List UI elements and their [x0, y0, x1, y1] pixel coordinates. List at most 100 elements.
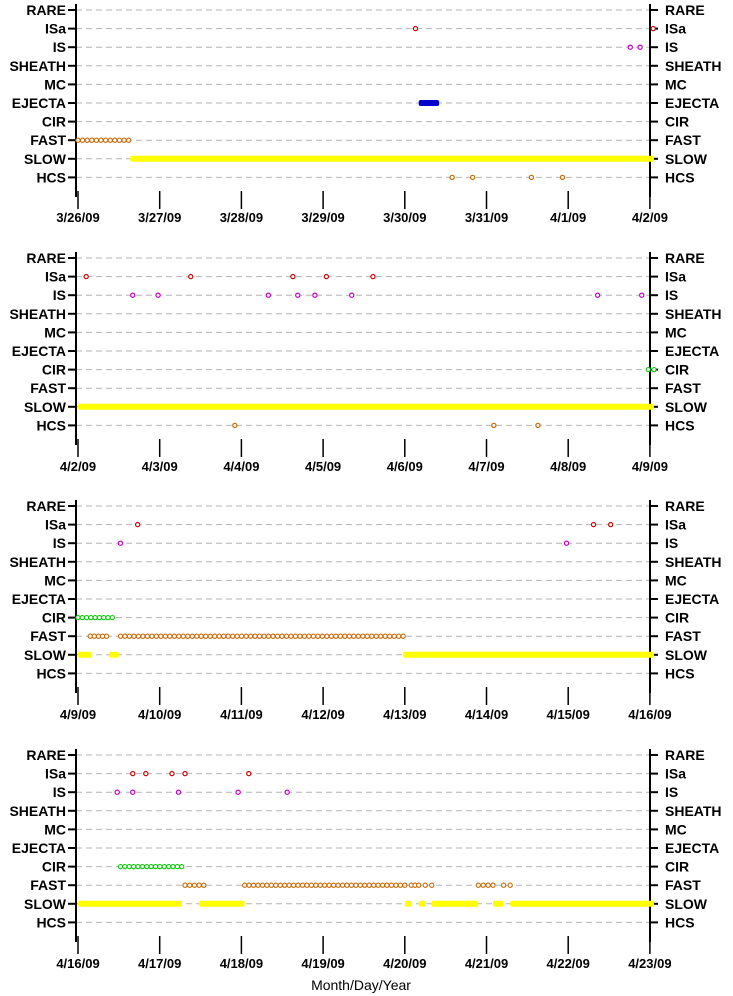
fast-segment	[167, 633, 173, 639]
fast-segment	[308, 882, 315, 888]
fast-segment	[196, 882, 202, 888]
category-label-left: IS	[53, 535, 66, 551]
cir-segment	[105, 614, 111, 621]
fast-segment	[360, 633, 366, 639]
fast-segment	[207, 633, 213, 639]
fast-segment	[429, 882, 435, 888]
category-label-right: FAST	[665, 877, 701, 893]
fast-segment	[131, 633, 137, 639]
fast-segment	[297, 633, 303, 639]
fast-segment	[485, 882, 491, 888]
category-label-left: SHEATH	[9, 58, 66, 74]
fast-segment	[324, 633, 330, 639]
fast-segment	[335, 882, 341, 888]
fast-segment	[171, 633, 177, 639]
fast-segment	[391, 633, 397, 639]
fast-segment	[98, 137, 104, 143]
fast-segment	[353, 882, 359, 888]
panel-3: RARE RARE ISa ISa IS IS SHEATH SHEATH MC MC EJECTA…	[9, 498, 721, 722]
cir-segment	[109, 614, 115, 621]
x-axis-label: Month/Day/Year	[311, 977, 411, 993]
fast-segment	[234, 633, 240, 639]
fast-segment	[317, 882, 323, 888]
fast-segment	[191, 882, 198, 888]
category-label-left: FAST	[30, 132, 66, 148]
fast-segment	[306, 633, 312, 639]
x-tick-label: 4/4/09	[223, 459, 259, 474]
slow-segment	[493, 900, 504, 907]
slow-segment	[431, 900, 479, 907]
category-label-right: SLOW	[665, 896, 708, 912]
category-label-right: CIR	[665, 610, 689, 626]
fast-segment	[373, 633, 379, 639]
category-label-right: MC	[665, 821, 687, 837]
x-tick-label: 4/16/09	[628, 707, 671, 722]
category-label-right: SLOW	[665, 399, 708, 415]
fast-segment	[261, 633, 267, 639]
x-tick-label: 4/7/09	[468, 459, 504, 474]
category-label-left: IS	[53, 784, 66, 800]
fast-segment	[344, 882, 350, 888]
category-label-left: EJECTA	[12, 95, 66, 111]
fast-segment	[144, 633, 151, 639]
category-label-right: ISa	[665, 517, 686, 533]
slow-segment	[403, 651, 654, 658]
fast-segment	[180, 633, 186, 639]
fast-segment	[194, 633, 200, 639]
is-point	[637, 44, 643, 50]
category-label-left: ISa	[45, 517, 66, 533]
fast-segment	[396, 633, 402, 639]
isa-point	[143, 770, 149, 777]
fast-segment	[282, 882, 288, 888]
fast-segment	[313, 882, 319, 888]
category-label-right: EJECTA	[665, 591, 719, 607]
fast-segment	[422, 882, 428, 888]
x-tick-label: 4/8/09	[550, 459, 586, 474]
fast-segment	[107, 137, 113, 143]
fast-segment	[158, 633, 164, 639]
fast-segment	[382, 633, 388, 639]
category-label-left: SLOW	[24, 151, 67, 167]
category-label-left: FAST	[30, 877, 66, 893]
is-point	[284, 789, 290, 795]
hcs-point	[528, 174, 535, 181]
category-label-right: FAST	[665, 628, 701, 644]
slow-segment	[78, 900, 182, 907]
isa-point	[650, 25, 656, 32]
x-tick-label: 4/13/09	[383, 707, 426, 722]
hcs-point	[232, 422, 238, 429]
fast-segment	[121, 137, 127, 143]
category-label-left: RARE	[26, 2, 66, 18]
category-label-left: EJECTA	[12, 591, 66, 607]
x-tick-label: 4/5/09	[305, 459, 341, 474]
isa-point	[188, 273, 194, 280]
category-label-left: ISa	[45, 766, 66, 782]
fast-segment	[162, 633, 169, 639]
category-label-right: IS	[665, 784, 678, 800]
x-tick-label: 4/20/09	[383, 956, 426, 971]
fast-segment	[475, 882, 481, 888]
isa-point	[590, 521, 597, 528]
cir-segment	[651, 366, 657, 373]
fast-segment	[330, 882, 337, 888]
category-label-right: ISa	[665, 269, 686, 285]
category-label-left: ISa	[45, 269, 66, 285]
fast-segment	[288, 633, 294, 639]
hcs-point	[535, 422, 541, 429]
x-tick-label: 4/10/09	[138, 707, 181, 722]
fast-segment	[301, 633, 308, 639]
fast-segment	[304, 882, 310, 888]
category-label-right: EJECTA	[665, 95, 719, 111]
fast-segment	[153, 633, 160, 639]
fast-segment	[102, 137, 109, 143]
x-tick-label: 4/19/09	[301, 956, 344, 971]
isa-point	[607, 521, 614, 528]
slow-segment	[130, 155, 654, 162]
ejecta-segment	[418, 100, 440, 106]
category-label-left: CIR	[42, 610, 66, 626]
fast-segment	[189, 633, 195, 639]
cir-segment	[96, 614, 103, 621]
fast-segment	[397, 882, 404, 888]
fast-segment	[201, 882, 207, 888]
is-point	[295, 292, 301, 298]
